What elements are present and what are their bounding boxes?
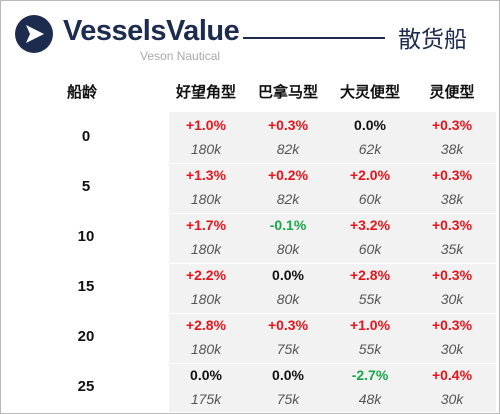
change-percent: +1.7% [185, 217, 227, 233]
vessel-value: 75k [276, 341, 300, 357]
header-divider [243, 37, 385, 39]
vessel-value: 30k [440, 291, 464, 307]
row-separator [169, 213, 496, 214]
change-percent: -0.1% [269, 217, 307, 233]
vessel-value: 62k [358, 141, 382, 157]
change-percent: +2.8% [185, 317, 227, 333]
change-percent: +0.3% [431, 167, 473, 183]
change-percent: +0.4% [431, 367, 473, 383]
vessel-value: 35k [440, 241, 464, 257]
page-title: 散货船 [398, 26, 467, 52]
vessel-value: 60k [358, 241, 382, 257]
age-label: 15 [77, 278, 95, 295]
vessel-value: 30k [440, 391, 464, 407]
change-percent: -2.7% [351, 367, 389, 383]
change-percent: +0.3% [431, 117, 473, 133]
change-percent: +2.2% [185, 267, 227, 283]
change-percent: 0.0% [190, 367, 222, 383]
age-label: 5 [81, 178, 91, 195]
vesselsvalue-logo-icon [15, 15, 53, 53]
brand-name: VesselsValue [63, 15, 240, 47]
row-separator [169, 363, 496, 364]
vessel-value: 48k [358, 391, 382, 407]
change-percent: +0.3% [431, 267, 473, 283]
age-column-header: 船龄 [67, 84, 98, 101]
vessel-value: 38k [440, 141, 464, 157]
vessel-value: 82k [276, 141, 300, 157]
vessel-value: 38k [440, 191, 464, 207]
vessel-value: 75k [276, 391, 300, 407]
row-separator [169, 263, 496, 264]
vessel-value: 180k [190, 191, 222, 207]
vessel-value: 175k [190, 391, 222, 407]
vessel-value: 80k [276, 241, 300, 257]
vessel-value: 180k [190, 241, 222, 257]
vessel-value: 180k [190, 291, 222, 307]
change-percent: +0.3% [431, 217, 473, 233]
table-background [169, 112, 496, 412]
change-percent: +1.0% [185, 117, 227, 133]
age-label: 20 [77, 328, 95, 345]
change-percent: +3.2% [349, 217, 391, 233]
change-percent: +1.0% [349, 317, 391, 333]
change-percent: +1.3% [185, 167, 227, 183]
vessel-value: 180k [190, 341, 222, 357]
column-header: 巴拿马型 [257, 84, 318, 101]
change-percent: +0.3% [431, 317, 473, 333]
change-percent: +2.8% [349, 267, 391, 283]
vessel-value: 55k [358, 291, 382, 307]
vessel-value: 55k [358, 341, 382, 357]
change-percent: +0.3% [267, 317, 309, 333]
age-label: 10 [77, 228, 95, 245]
vessel-value: 80k [276, 291, 300, 307]
row-separator [169, 163, 496, 164]
change-percent: +0.2% [267, 167, 309, 183]
change-percent: 0.0% [354, 117, 386, 133]
change-percent: +2.0% [349, 167, 391, 183]
vessel-value: 82k [276, 191, 300, 207]
column-header: 灵便型 [429, 84, 475, 101]
vessel-value: 180k [190, 141, 222, 157]
column-header: 大灵便型 [339, 84, 400, 101]
vessel-value: 30k [440, 341, 464, 357]
change-percent: +0.3% [267, 117, 309, 133]
vessel-value: 60k [358, 191, 382, 207]
change-percent: 0.0% [272, 267, 304, 283]
age-label: 0 [81, 128, 91, 145]
change-percent: 0.0% [272, 367, 304, 383]
age-label: 25 [77, 378, 95, 395]
row-separator [169, 313, 496, 314]
column-header: 好望角型 [175, 84, 236, 101]
brand-subtitle: Veson Nautical [140, 49, 221, 63]
